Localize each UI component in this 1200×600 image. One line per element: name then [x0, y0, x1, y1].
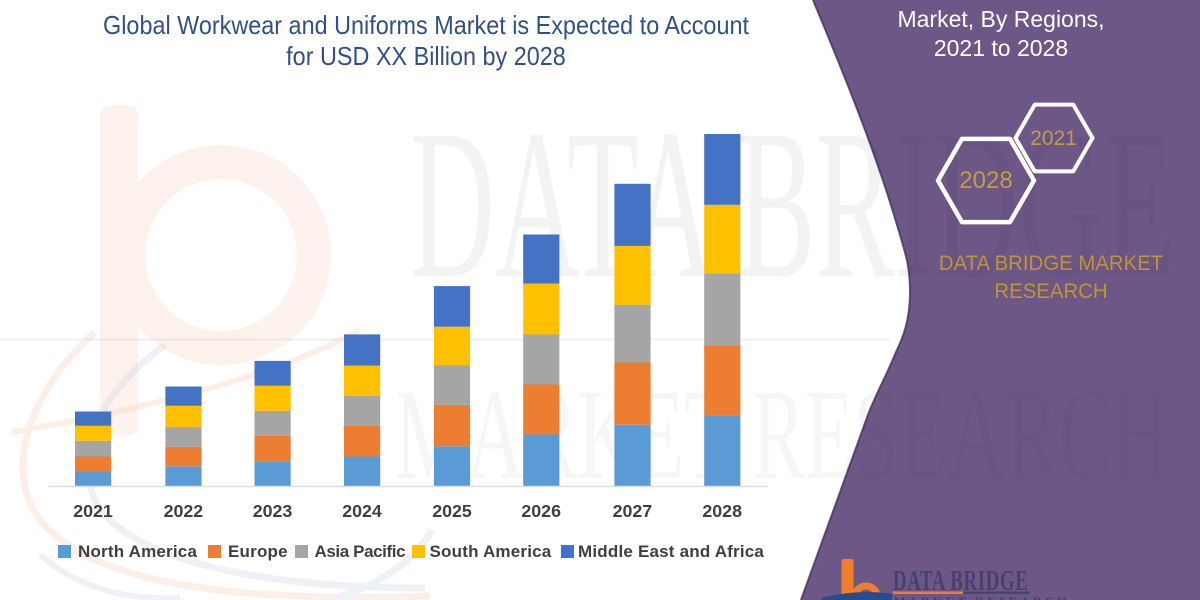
svg-text:MARKET RESEARCH: MARKET RESEARCH	[395, 363, 1170, 507]
